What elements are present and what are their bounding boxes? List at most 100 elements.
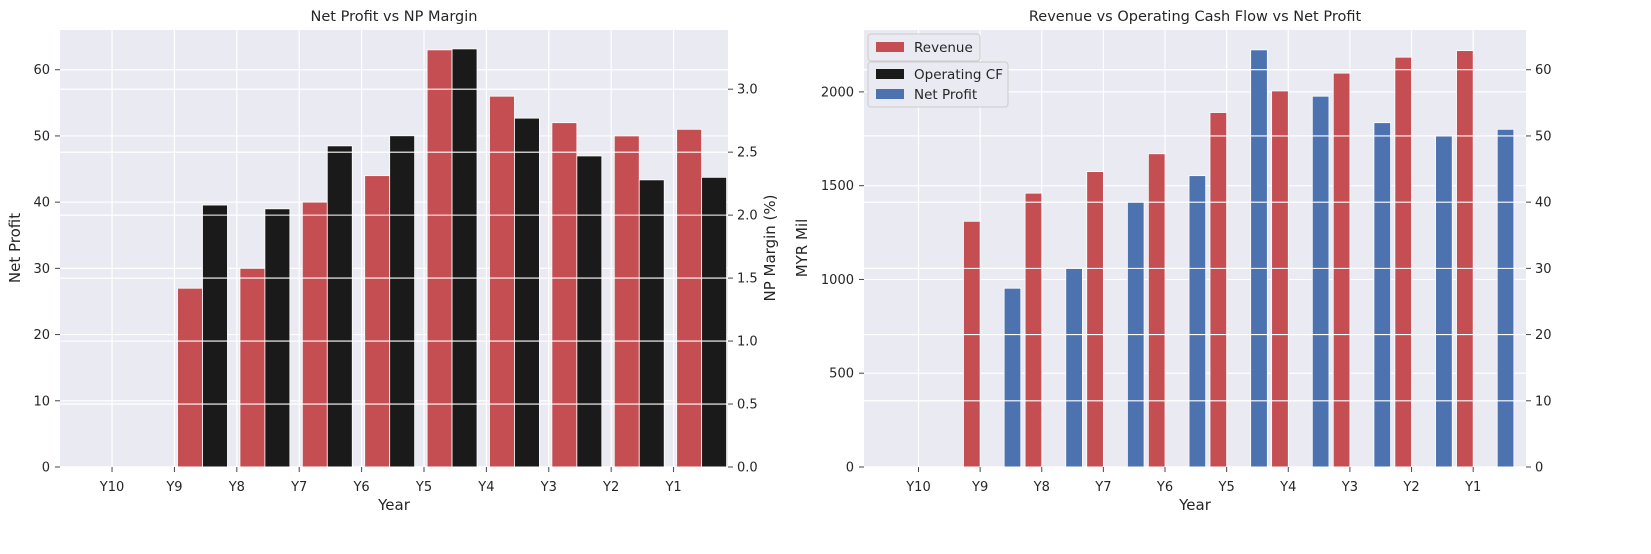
x-axis-label: Year <box>1178 496 1212 514</box>
x-ticks: Y10 Y9 Y8 Y7 Y6 Y5 Y4 Y3 Y2 Y1 <box>905 467 1481 495</box>
y-tick-label: 10 <box>33 394 50 409</box>
x-tick-label: Y10 <box>905 480 930 495</box>
bar-revenue <box>1147 153 1166 468</box>
bar-series-1 <box>264 208 291 468</box>
legend-box <box>867 33 981 62</box>
bar-net-profit <box>1496 128 1515 468</box>
revenue-chart: 0 500 1000 1500 2000 0 10 20 30 40 50 60 Y10 Y9 Y8 Y7… <box>793 9 1552 514</box>
bar-net-profit <box>1003 287 1022 468</box>
bar-series-1 <box>514 117 540 468</box>
legend-label-net-profit: Net Profit <box>914 87 977 103</box>
bar-revenue <box>1456 50 1474 468</box>
y-axis-label-right: NP Margin (%) <box>761 195 779 302</box>
bar-series-0 <box>426 49 453 468</box>
y-tick-label-right: 50 <box>1535 129 1552 144</box>
y-tick-label-right: 3.0 <box>737 83 758 98</box>
y-tick-label: 0 <box>42 461 50 476</box>
legend-swatch-net-profit <box>876 89 904 99</box>
x-tick-label: Y9 <box>165 480 182 495</box>
x-tick-label: Y7 <box>1094 480 1111 495</box>
x-tick-label: Y3 <box>1341 480 1358 495</box>
bar-series-0 <box>177 287 203 468</box>
x-tick-label: Y2 <box>1402 480 1419 495</box>
y-tick-label-right: 20 <box>1535 328 1552 343</box>
x-tick-label: Y10 <box>99 480 124 495</box>
bar-series-0 <box>551 122 578 468</box>
legend-secondary: Operating CF Net Profit <box>867 61 1009 108</box>
y-tick-label-right: 30 <box>1535 262 1552 277</box>
x-tick-label: Y8 <box>228 480 245 495</box>
y-tick-label: 20 <box>33 328 50 343</box>
chart-title: Revenue vs Operating Cash Flow vs Net Pr… <box>1029 9 1362 25</box>
y-tick-label: 0 <box>846 461 854 476</box>
legend-label-revenue: Revenue <box>914 40 973 56</box>
y-tick-label-right: 1.5 <box>737 272 758 287</box>
bar-series-1 <box>389 135 416 468</box>
bar-net-profit <box>1435 135 1453 468</box>
y-axis-label: Net Profit <box>6 213 24 283</box>
x-axis-label: Year <box>377 496 411 514</box>
bar-series-1 <box>202 204 228 468</box>
legend-swatch-operating-cf <box>876 69 904 79</box>
y-tick-label: 500 <box>829 367 854 382</box>
grid-overlay <box>60 88 728 468</box>
y-ticks-left: 0 500 1000 1500 2000 <box>821 85 864 476</box>
y-ticks-right: 0 10 20 30 40 50 60 <box>1526 63 1552 476</box>
bar-net-profit <box>1373 122 1391 468</box>
x-tick-label: Y5 <box>1218 480 1235 495</box>
x-tick-label: Y3 <box>540 480 557 495</box>
bar-revenue <box>1332 72 1351 468</box>
bar-net-profit <box>1188 175 1207 468</box>
bar-revenue <box>1024 192 1043 468</box>
y-tick-label: 2000 <box>821 85 854 100</box>
bar-series-1 <box>576 155 603 468</box>
bars <box>864 49 1526 468</box>
x-ticks: Y10 Y9 Y8 Y7 Y6 Y5 Y4 Y3 Y2 Y1 <box>99 467 682 495</box>
bar-series-0 <box>301 201 328 468</box>
bar-revenue <box>1271 90 1289 468</box>
y-axis-label: MYR Mil <box>793 219 811 278</box>
y-tick-label: 1500 <box>821 179 854 194</box>
bar-net-profit <box>1311 95 1330 468</box>
x-tick-label: Y6 <box>1156 480 1173 495</box>
x-tick-label: Y6 <box>352 480 369 495</box>
y-tick-label: 30 <box>33 262 50 277</box>
bar-series-1 <box>638 179 665 468</box>
chart-title: Net Profit vs NP Margin <box>311 9 478 25</box>
x-tick-label: Y7 <box>290 480 307 495</box>
y-tick-label-right: 1.0 <box>737 335 758 350</box>
bar-series-0 <box>239 267 266 468</box>
bar-net-profit <box>1250 49 1268 468</box>
legend-label-operating-cf: Operating CF <box>914 67 1003 83</box>
y-tick-label-right: 0 <box>1535 461 1543 476</box>
bar-series-1 <box>701 176 727 468</box>
legend-primary: Revenue <box>867 33 981 62</box>
bar-series-1 <box>326 145 353 468</box>
x-tick-label: Y4 <box>477 480 494 495</box>
bar-revenue <box>1394 56 1412 468</box>
y-tick-label-right: 2.5 <box>737 146 758 161</box>
y-tick-label: 40 <box>33 196 50 211</box>
bars <box>60 48 728 468</box>
x-tick-label: Y2 <box>602 480 619 495</box>
bar-revenue <box>963 220 981 468</box>
x-tick-label: Y1 <box>1464 480 1481 495</box>
y-tick-label-right: 60 <box>1535 63 1552 78</box>
x-tick-label: Y1 <box>664 480 681 495</box>
bar-series-0 <box>489 95 515 468</box>
x-tick-label: Y5 <box>415 480 432 495</box>
x-tick-label: Y4 <box>1279 480 1296 495</box>
legend-swatch-revenue <box>876 42 904 52</box>
y-tick-label-right: 2.0 <box>737 209 758 224</box>
y-tick-label-right: 0.0 <box>737 461 758 476</box>
bar-revenue <box>1086 171 1104 468</box>
bar-series-0 <box>364 175 391 468</box>
y-tick-label-right: 0.5 <box>737 398 758 413</box>
y-ticks-left: 0 10 20 30 40 50 60 <box>33 63 60 476</box>
y-tick-label: 50 <box>33 129 50 144</box>
x-tick-label: Y9 <box>971 480 988 495</box>
y-tick-label: 60 <box>33 63 50 78</box>
y-tick-label: 1000 <box>821 273 854 288</box>
